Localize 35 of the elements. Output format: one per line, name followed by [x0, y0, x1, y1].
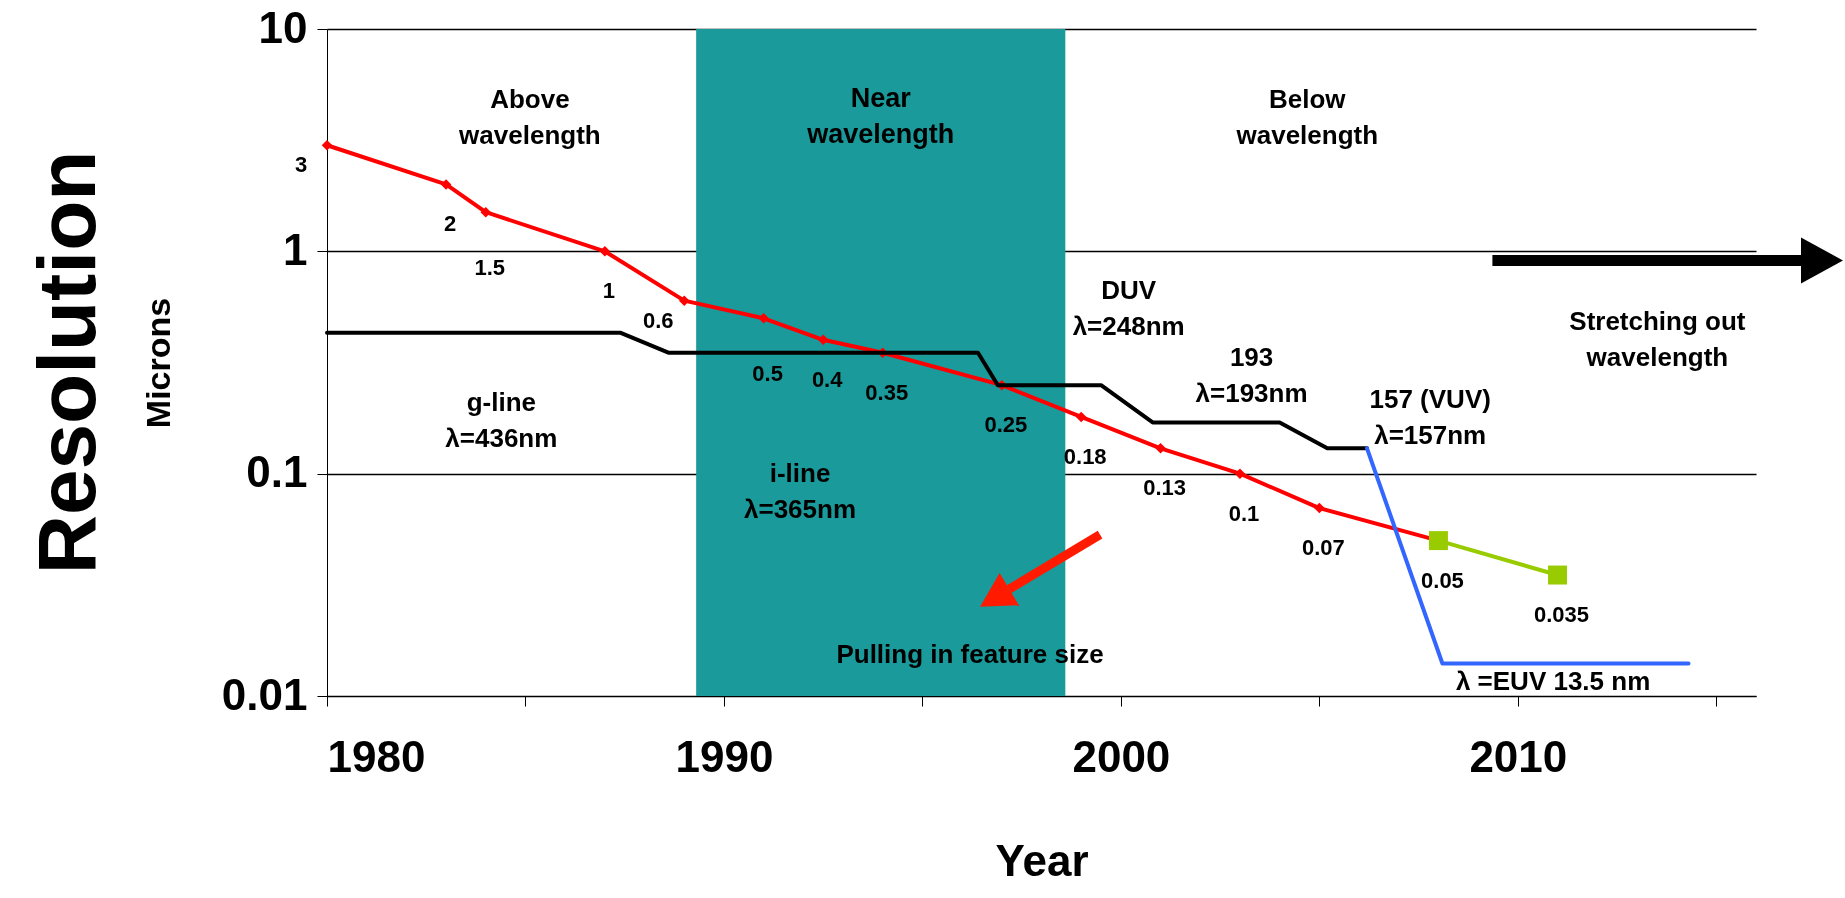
text: Resolution [21, 150, 113, 575]
y-axis-title: Microns [138, 297, 177, 429]
x-axis-title: Year [995, 835, 1089, 885]
annotation: Stretching out wavelength [1569, 306, 1746, 373]
y-tick-label: 0.01 [221, 669, 308, 719]
annotation: DUV λ=248nm [1072, 275, 1185, 342]
data-label: 0.25 [984, 412, 1028, 438]
band-label: Near wavelength [806, 83, 955, 149]
annotation: 157 (VUV) λ=157nm [1369, 383, 1491, 450]
data-label: 0.1 [1228, 500, 1260, 526]
data-label: 0.05 [1421, 567, 1464, 593]
annotation: g-line λ=436nm [445, 387, 558, 454]
y-tick-label: 0.1 [246, 447, 308, 497]
data-label: 1 [602, 278, 615, 304]
annotation: i-line λ=365nm [743, 457, 857, 524]
y-tick-label: 1 [283, 224, 308, 274]
data-label: 0.035 [1534, 602, 1590, 628]
data-label: 0.07 [1301, 535, 1345, 561]
x-tick-label: 1990 [675, 731, 774, 781]
x-tick-label: 2000 [1072, 731, 1171, 781]
data-label: 0.4 [811, 366, 844, 392]
data-label: 2 [443, 211, 457, 237]
data-label: 0.35 [865, 379, 909, 405]
annotation: 193 λ=193nm [1195, 342, 1308, 409]
data-label: 3 [294, 152, 308, 178]
y-tick-label: 10 [258, 2, 308, 52]
data-label: 0.13 [1143, 475, 1186, 501]
data-label: 1.5 [474, 255, 506, 281]
annotation: λ =EUV 13.5 nm [1455, 665, 1651, 696]
annotation: Above wavelength [458, 83, 601, 150]
x-tick-label: 2010 [1469, 731, 1568, 781]
data-label: 0.5 [752, 361, 783, 387]
annotation: Below wavelength [1235, 83, 1379, 150]
x-tick-label: 1980 [327, 731, 426, 781]
data-label: 0.6 [642, 307, 674, 333]
